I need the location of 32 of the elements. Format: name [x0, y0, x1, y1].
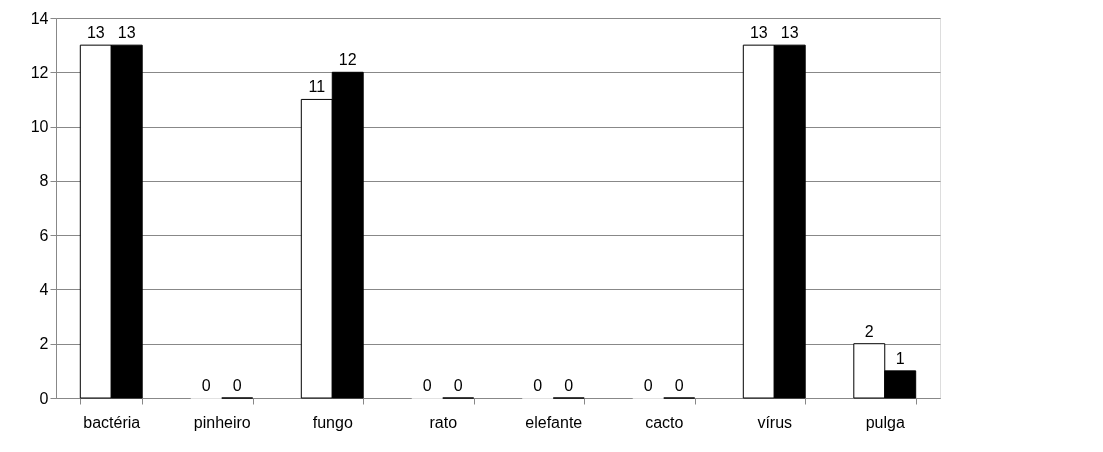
- x-tick-label: pinheiro: [193, 413, 251, 431]
- y-tick-label: 6: [39, 226, 49, 244]
- y-tick-label: 4: [39, 280, 49, 298]
- y-tick-label: 14: [30, 9, 49, 27]
- data-label: 1: [895, 349, 905, 367]
- y-tick-label: 12: [30, 63, 49, 81]
- y-tick-label: 8: [39, 172, 49, 190]
- data-label: 0: [533, 377, 543, 394]
- x-tick-label: elefante: [525, 413, 583, 431]
- x-tick-label: cacto: [645, 413, 684, 431]
- data-label: 0: [422, 377, 432, 394]
- x-tick-label: fungo: [312, 413, 353, 431]
- y-tick-label: 10: [30, 118, 49, 136]
- data-label: 13: [86, 24, 105, 42]
- data-label: 2: [864, 322, 874, 340]
- x-tick-label: bactéria: [83, 413, 141, 431]
- x-tick-label: pulga: [865, 413, 905, 431]
- data-label: 12: [338, 51, 357, 69]
- x-tick-label: vírus: [757, 413, 793, 431]
- data-label: 0: [564, 377, 574, 394]
- data-label: 13: [117, 24, 136, 42]
- data-label: 0: [643, 377, 653, 394]
- data-label: 13: [749, 24, 768, 42]
- data-label: 0: [232, 377, 242, 394]
- data-label: 0: [674, 377, 684, 394]
- data-label: 13: [780, 24, 799, 42]
- x-tick-label: rato: [429, 413, 458, 431]
- data-label: 0: [453, 377, 463, 394]
- y-tick-label: 0: [39, 389, 49, 407]
- data-label: 0: [201, 377, 211, 394]
- y-tick-label: 2: [39, 335, 49, 353]
- data-label: 11: [308, 78, 326, 96]
